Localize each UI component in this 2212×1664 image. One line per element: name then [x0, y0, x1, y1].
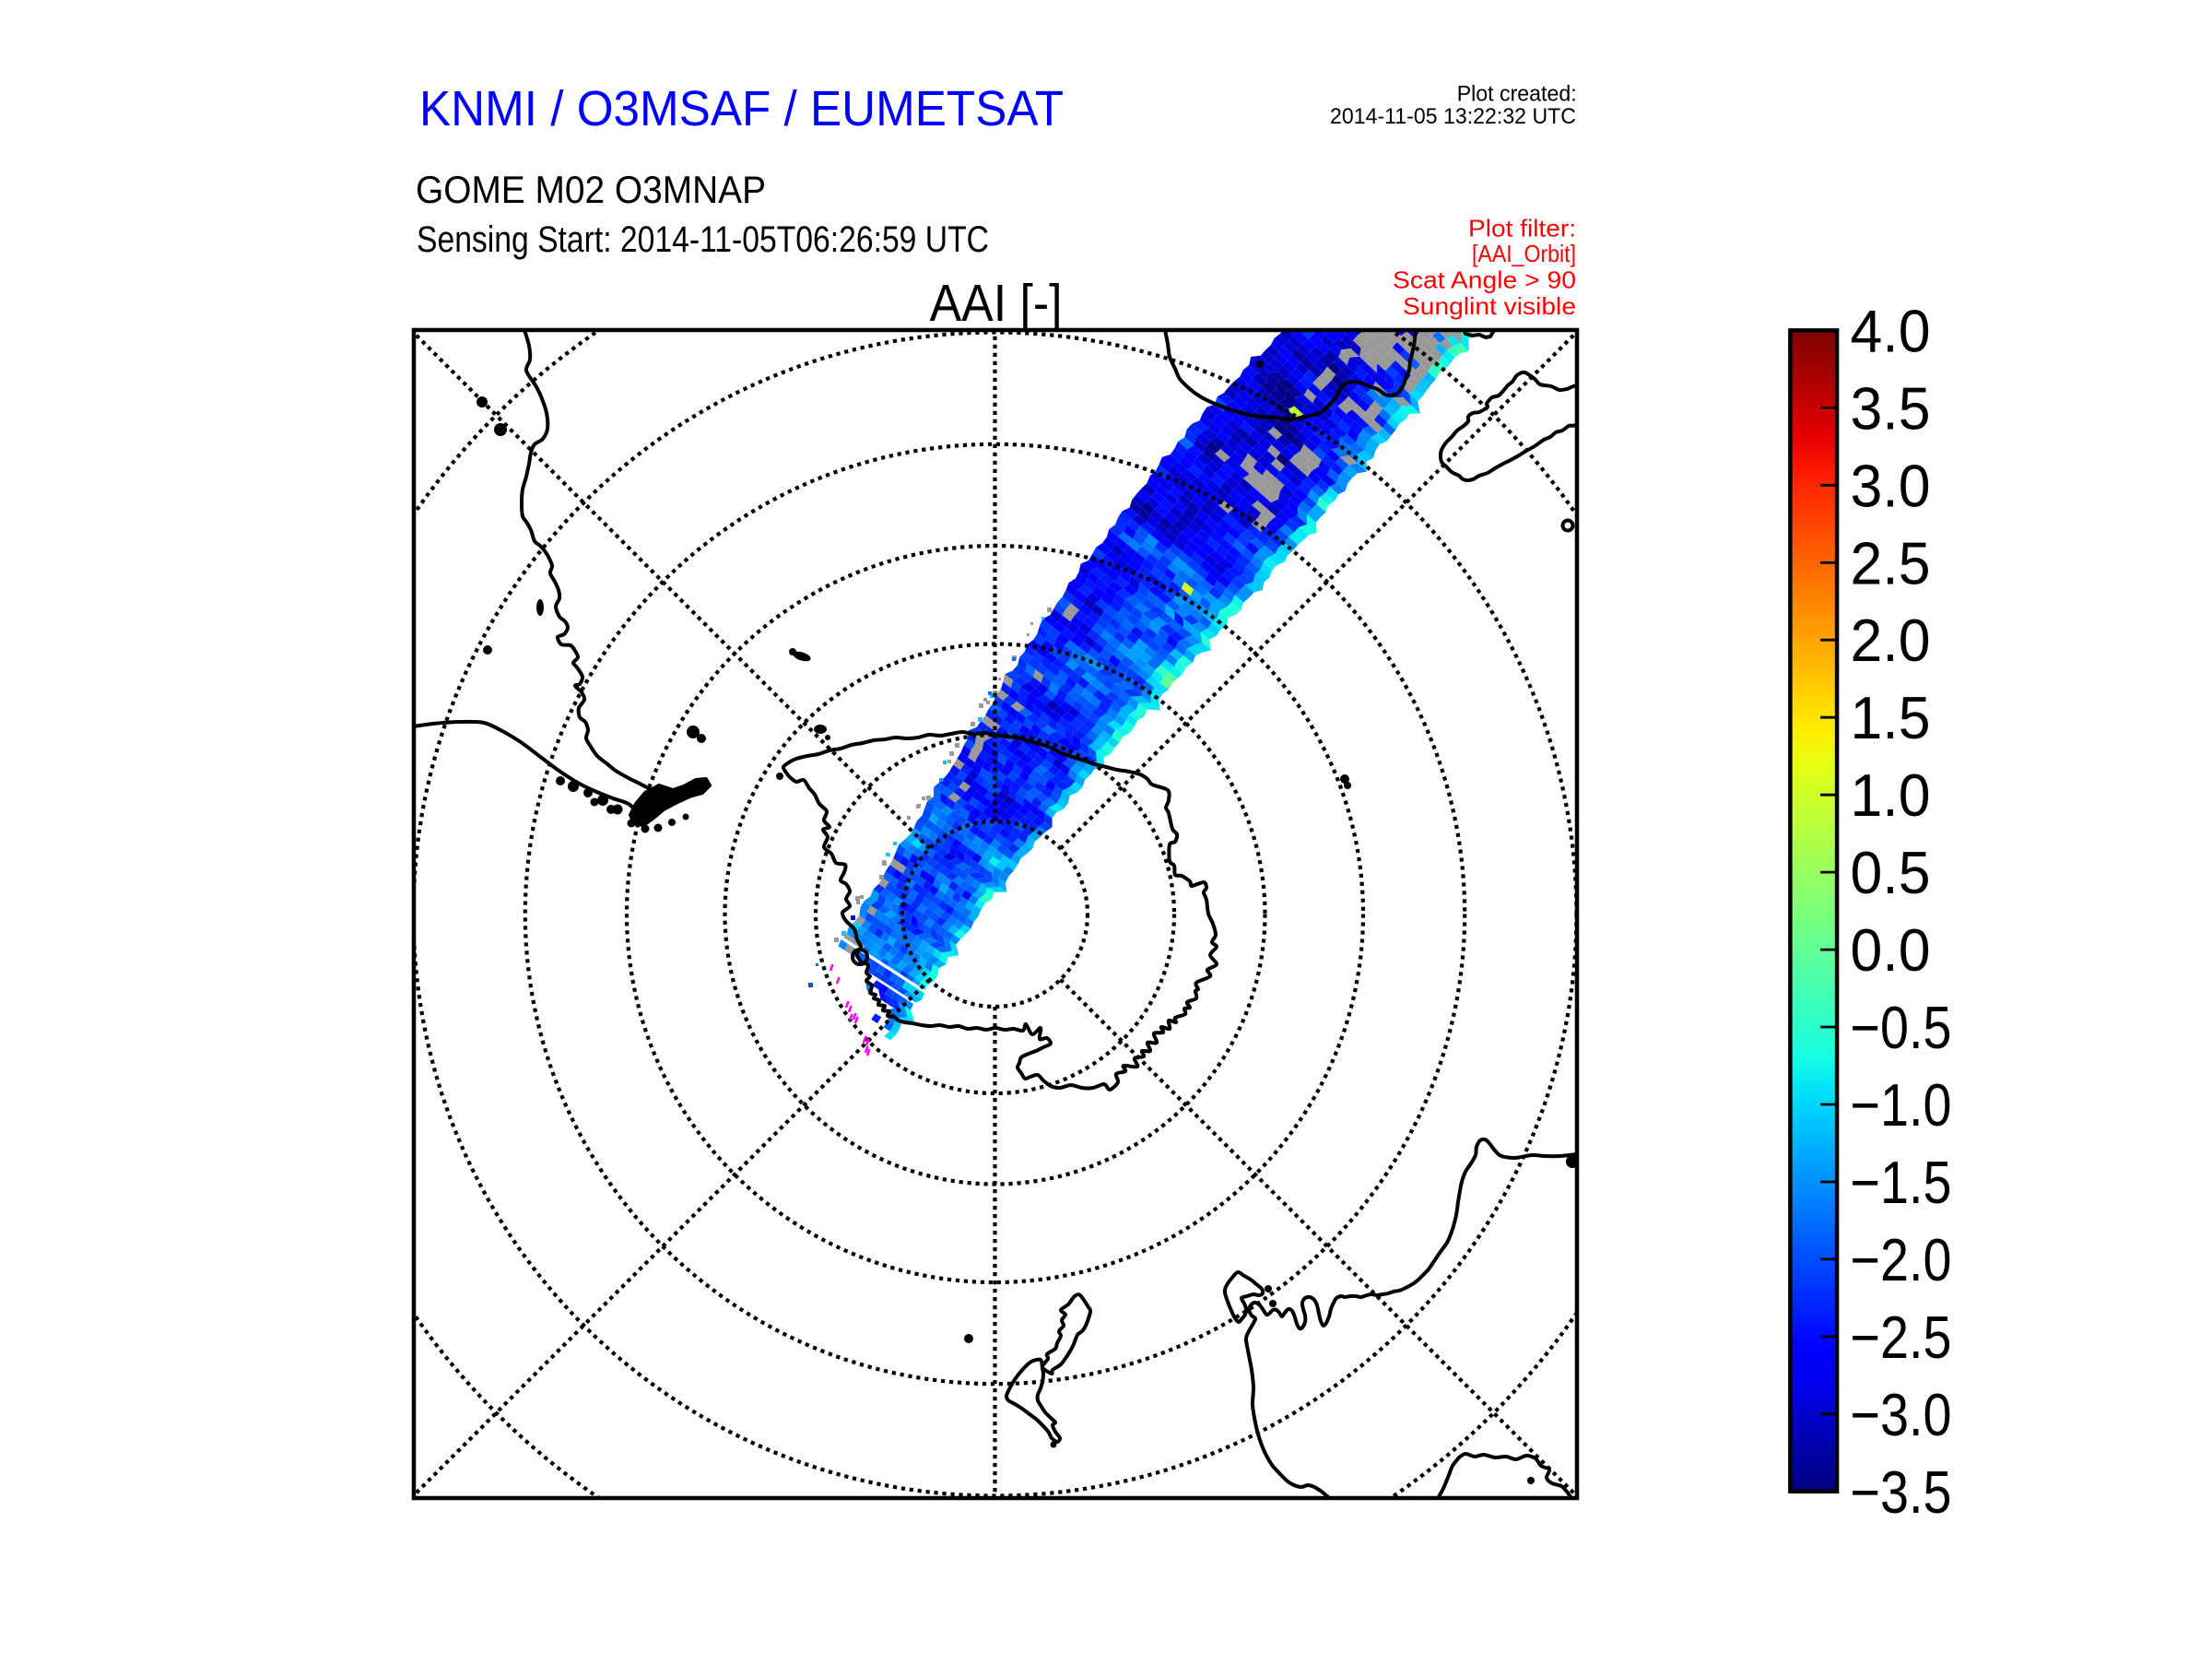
svg-text:−1.0: −1.0 — [1851, 1071, 1952, 1139]
svg-text:GOME M02 O3MNAP: GOME M02 O3MNAP — [416, 168, 766, 211]
svg-text:3.5: 3.5 — [1851, 374, 1931, 442]
svg-text:2.0: 2.0 — [1851, 607, 1931, 674]
svg-text:Sensing Start: 2014-11-05T06:2: Sensing Start: 2014-11-05T06:26:59 UTC — [417, 219, 989, 260]
svg-text:0.0: 0.0 — [1851, 916, 1931, 984]
svg-text:−0.5: −0.5 — [1851, 994, 1952, 1061]
svg-text:−1.5: −1.5 — [1851, 1149, 1952, 1216]
svg-text:−2.5: −2.5 — [1851, 1304, 1952, 1371]
svg-text:AAI [-]: AAI [-] — [930, 274, 1063, 333]
svg-text:2014-11-05 13:22:32 UTC: 2014-11-05 13:22:32 UTC — [1330, 104, 1576, 129]
svg-text:1.0: 1.0 — [1851, 761, 1931, 829]
svg-text:4.0: 4.0 — [1851, 297, 1931, 364]
svg-text:KNMI / O3MSAF / EUMETSAT: KNMI / O3MSAF / EUMETSAT — [419, 81, 1064, 136]
svg-text:−2.0: −2.0 — [1851, 1226, 1952, 1293]
svg-text:Plot filter:: Plot filter: — [1468, 214, 1576, 242]
svg-text:Scat Angle > 90: Scat Angle > 90 — [1393, 266, 1576, 294]
svg-text:−3.5: −3.5 — [1851, 1458, 1952, 1526]
svg-text:1.5: 1.5 — [1851, 684, 1931, 751]
svg-text:[AAI_Orbit]: [AAI_Orbit] — [1472, 240, 1576, 267]
svg-text:−3.0: −3.0 — [1851, 1381, 1952, 1448]
svg-text:Sunglint visible: Sunglint visible — [1403, 292, 1576, 320]
svg-text:2.5: 2.5 — [1851, 529, 1931, 596]
svg-text:Plot created:: Plot created: — [1457, 82, 1577, 107]
svg-text:0.5: 0.5 — [1851, 839, 1931, 906]
svg-text:3.0: 3.0 — [1851, 452, 1931, 519]
